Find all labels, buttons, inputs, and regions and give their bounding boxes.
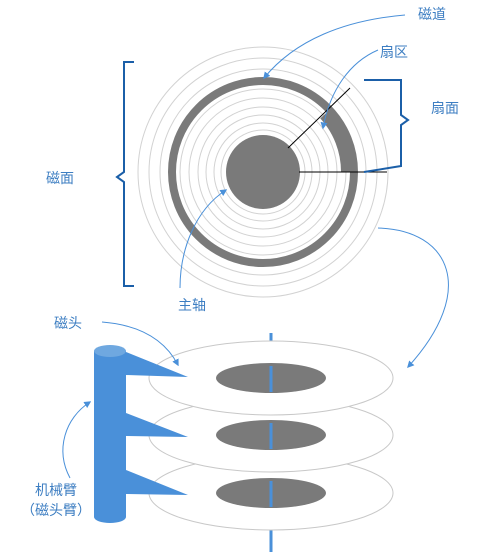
sector-callout-arrow bbox=[320, 49, 379, 130]
sector-face-label: 扇面 bbox=[431, 101, 459, 117]
platter-surface-label: 磁面 bbox=[46, 171, 74, 187]
platter-surface-brace bbox=[115, 61, 134, 287]
sector-label: 扇区 bbox=[380, 45, 408, 61]
track-callout-arrow bbox=[263, 14, 406, 80]
arm-label: 机械臂 （磁头臂） bbox=[16, 481, 96, 521]
platter-top-view bbox=[137, 46, 389, 298]
head-arms bbox=[126, 352, 188, 495]
view-transition-arrow bbox=[377, 227, 449, 369]
arm-label-line2: （磁头臂） bbox=[21, 503, 91, 519]
head-arm bbox=[126, 470, 188, 495]
head-arm bbox=[126, 413, 188, 437]
head-arm bbox=[126, 352, 188, 377]
arm-callout-arrow bbox=[62, 401, 92, 479]
head-callout-arrow bbox=[101, 321, 179, 367]
sector-boundary-line bbox=[287, 87, 351, 149]
highlighted-sector bbox=[320, 111, 352, 173]
arm-label-line1: 机械臂 bbox=[35, 483, 77, 499]
sector-face-brace bbox=[363, 79, 410, 173]
spindle-label: 主轴 bbox=[178, 298, 206, 314]
actuator-arm bbox=[94, 345, 126, 523]
track-label: 磁道 bbox=[418, 7, 446, 23]
head-label: 磁头 bbox=[54, 316, 82, 332]
spindle-hub bbox=[226, 135, 300, 209]
spindle-callout-arrow bbox=[179, 189, 228, 289]
